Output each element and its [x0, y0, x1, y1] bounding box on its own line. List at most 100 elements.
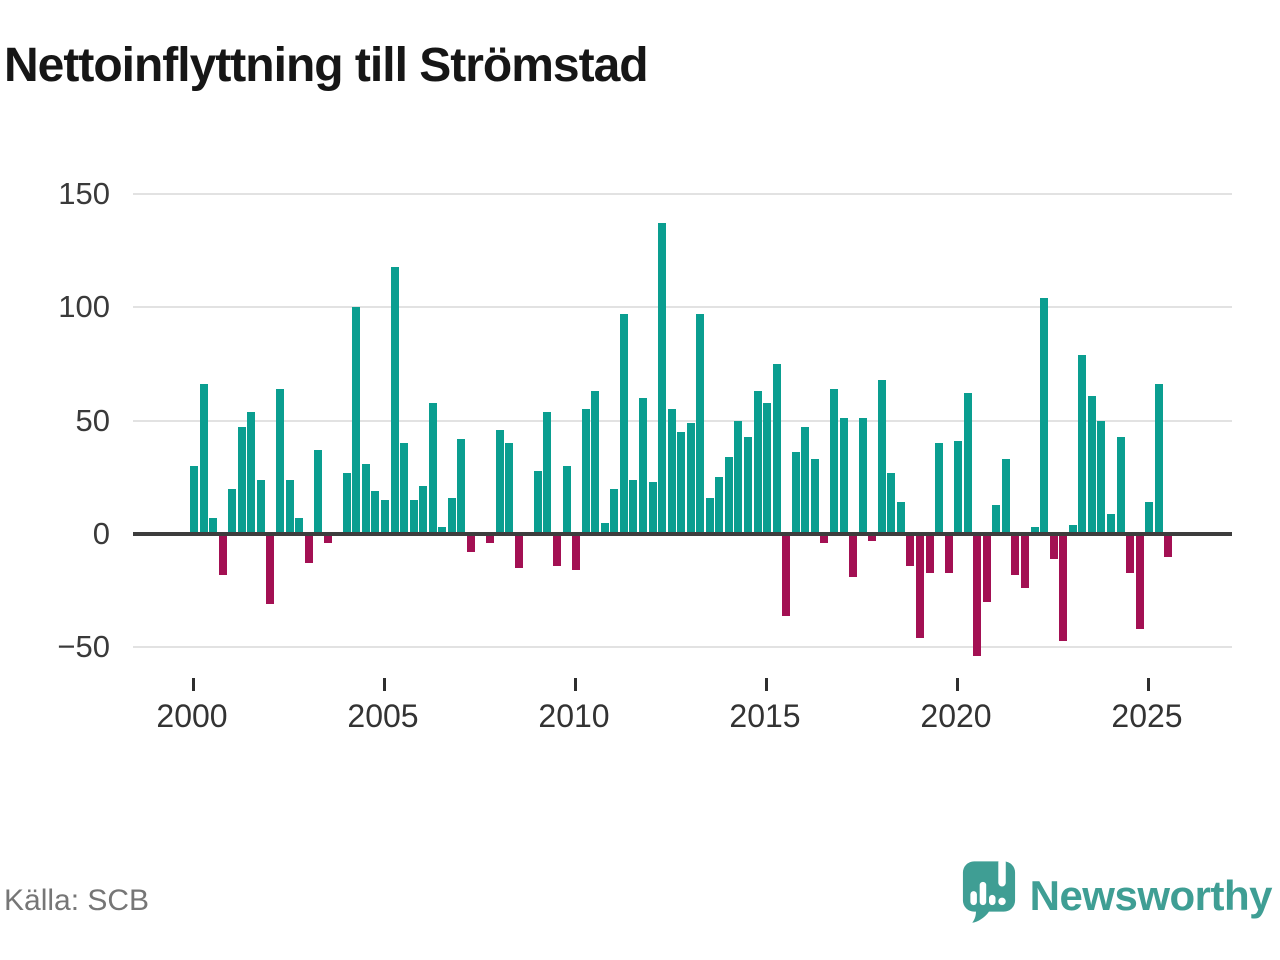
bar-2016Q2	[811, 459, 819, 534]
bar-2019Q1	[916, 534, 924, 638]
bar-2007Q4	[486, 534, 494, 543]
bar-2016Q3	[820, 534, 828, 543]
bar-2016Q4	[830, 389, 838, 534]
bar-2021Q2	[1002, 459, 1010, 534]
y-tick-label: 0	[92, 516, 110, 551]
bar-2016Q1	[801, 427, 809, 534]
source-label: Källa: SCB	[4, 884, 150, 917]
y-tick-label: 100	[58, 289, 110, 325]
x-tick-label: 2000	[156, 698, 228, 734]
bar-2013Q2	[696, 314, 704, 534]
bar-2005Q4	[410, 500, 418, 534]
x-tick-mark	[765, 678, 768, 691]
bar-2001Q4	[257, 480, 265, 534]
bar-2018Q2	[887, 473, 895, 534]
bar-2010Q2	[582, 409, 590, 534]
newsworthy-logo-icon	[962, 858, 1016, 931]
y-tick-label: 50	[75, 402, 110, 438]
bar-2005Q2	[391, 267, 399, 534]
bar-2004Q1	[343, 473, 351, 534]
bar-2000Q2	[200, 384, 208, 534]
bar-2009Q4	[563, 466, 571, 534]
bar-2024Q3	[1126, 534, 1134, 573]
bar-2023Q3	[1088, 396, 1096, 534]
bar-2024Q4	[1136, 534, 1144, 629]
gridline	[133, 192, 1232, 195]
bar-2006Q4	[448, 498, 456, 534]
bar-2019Q2	[926, 534, 934, 573]
bar-2013Q3	[706, 498, 714, 534]
bar-2019Q3	[935, 443, 943, 534]
bar-2020Q1	[954, 441, 962, 534]
bar-2012Q2	[658, 223, 666, 534]
bar-2014Q4	[754, 391, 762, 534]
bar-2013Q4	[715, 477, 723, 534]
bar-2009Q2	[543, 412, 551, 534]
bar-2025Q3	[1164, 534, 1172, 557]
bar-2023Q4	[1097, 421, 1105, 534]
bar-2010Q3	[591, 391, 599, 534]
x-tick-mark	[383, 678, 386, 691]
bar-2011Q2	[620, 314, 628, 534]
bar-2000Q4	[219, 534, 227, 575]
x-tick-mark	[1147, 678, 1150, 691]
bar-2006Q3	[438, 527, 446, 534]
bar-2001Q3	[247, 412, 255, 534]
bar-2015Q4	[792, 452, 800, 534]
bar-2010Q1	[572, 534, 580, 570]
gridline	[133, 646, 1232, 649]
y-tick-label: −50	[57, 629, 110, 665]
bar-2019Q4	[945, 534, 953, 573]
bar-2017Q2	[849, 534, 857, 577]
bar-2007Q1	[457, 439, 465, 534]
bar-2013Q1	[687, 423, 695, 534]
bar-2003Q3	[324, 534, 332, 543]
bar-2022Q1	[1031, 527, 1039, 534]
bar-2020Q2	[964, 393, 972, 534]
x-tick-label: 2020	[920, 698, 992, 734]
bar-2002Q3	[286, 480, 294, 534]
x-tick-label: 2010	[538, 698, 610, 734]
bar-2017Q1	[840, 418, 848, 534]
bar-2002Q4	[295, 518, 303, 534]
bar-2011Q3	[629, 480, 637, 534]
x-tick-label: 2025	[1111, 698, 1183, 734]
bar-2001Q2	[238, 427, 246, 534]
x-tick-mark	[574, 678, 577, 691]
bar-2005Q1	[381, 500, 389, 534]
bar-2004Q2	[352, 307, 360, 534]
bar-2009Q3	[553, 534, 561, 566]
bar-2011Q4	[639, 398, 647, 534]
bar-2023Q2	[1078, 355, 1086, 534]
bar-2015Q1	[763, 403, 771, 534]
bar-2003Q2	[314, 450, 322, 534]
bar-2012Q1	[649, 482, 657, 534]
bar-2025Q1	[1145, 502, 1153, 534]
bar-2012Q4	[677, 432, 685, 534]
bar-2022Q4	[1059, 534, 1067, 641]
brand-name: Newsworthy	[1029, 871, 1273, 919]
bar-2005Q3	[400, 443, 408, 534]
bar-2000Q1	[190, 466, 198, 534]
x-tick-label: 2015	[729, 698, 801, 734]
bar-2006Q2	[429, 403, 437, 534]
gridline	[133, 306, 1232, 309]
bar-2006Q1	[419, 486, 427, 534]
gridline	[133, 419, 1232, 422]
bar-2021Q1	[992, 505, 1000, 534]
brand-lockup: Newsworthy	[962, 858, 1273, 931]
bar-2003Q1	[305, 534, 313, 563]
bar-2002Q1	[266, 534, 274, 604]
bar-2009Q1	[534, 471, 542, 534]
bar-2011Q1	[610, 489, 618, 534]
bar-2017Q3	[859, 418, 867, 534]
bar-2007Q2	[467, 534, 475, 552]
bar-2001Q1	[228, 489, 236, 534]
bar-2014Q1	[725, 457, 733, 534]
bar-2015Q2	[773, 364, 781, 534]
bar-2004Q4	[371, 491, 379, 534]
bar-2024Q1	[1107, 514, 1115, 534]
bar-2021Q4	[1021, 534, 1029, 588]
bar-2012Q3	[668, 409, 676, 534]
